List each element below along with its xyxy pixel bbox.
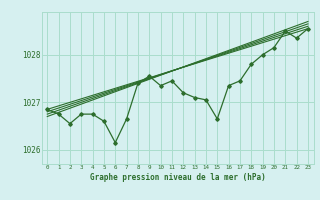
X-axis label: Graphe pression niveau de la mer (hPa): Graphe pression niveau de la mer (hPa) [90, 173, 266, 182]
